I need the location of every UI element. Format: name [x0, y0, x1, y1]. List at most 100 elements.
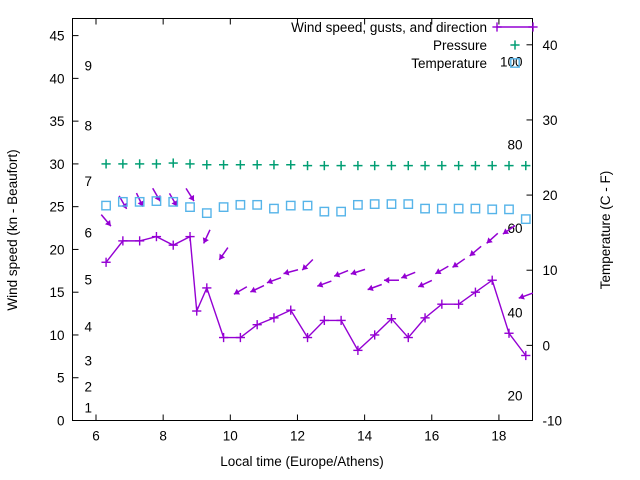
temperature-marker	[151, 196, 162, 206]
wind-direction-arrowhead	[171, 200, 178, 207]
y-axis-label: Wind speed (kn - Beaufort)	[5, 149, 20, 310]
y-tick-label: 25	[49, 200, 64, 215]
temperature-marker	[520, 214, 531, 225]
temperature-marker	[201, 208, 212, 219]
wind-direction-arrowhead	[219, 253, 226, 260]
wind-direction-arrowhead	[469, 250, 476, 256]
y-tick-label: 5	[57, 371, 65, 386]
legend-label: Pressure	[433, 38, 487, 53]
beaufort-label: 3	[85, 354, 93, 369]
y2-tick-label: 20	[543, 188, 558, 203]
fahrenheit-label: 80	[507, 138, 522, 153]
y-tick-label: 0	[57, 414, 65, 429]
temperature-marker	[319, 206, 330, 217]
wind-direction-arrowhead	[266, 277, 273, 285]
temperature-marker	[101, 200, 111, 211]
wind-direction-arrowhead	[502, 228, 510, 235]
wind-direction-arrowhead	[383, 276, 390, 284]
wind-direction-arrowhead	[233, 288, 241, 295]
series-temperature	[101, 196, 531, 225]
y2-tick-label: -10	[543, 414, 563, 429]
beaufort-label: 6	[85, 225, 93, 240]
beaufort-label: 9	[85, 59, 93, 74]
temperature-marker	[504, 204, 514, 215]
temperature-marker	[117, 196, 128, 207]
wind-direction-arrowhead	[302, 264, 309, 271]
beaufort-label: 5	[85, 272, 93, 287]
temperature-marker	[436, 203, 447, 214]
temperature-marker	[487, 204, 498, 215]
x-tick-label: 14	[357, 429, 373, 444]
series-pressure	[101, 158, 531, 171]
temperature-marker	[353, 199, 363, 210]
wind-direction-arrowhead	[188, 194, 195, 202]
y2-tick-label: 10	[543, 263, 558, 278]
fahrenheit-label: 20	[507, 389, 522, 404]
temperature-marker	[285, 200, 296, 211]
y2-tick-label: 30	[543, 113, 558, 128]
temperature-marker	[168, 196, 179, 207]
wind-direction-arrowhead	[367, 284, 374, 291]
y-tick-label: 45	[49, 29, 64, 44]
y-tick-label: 35	[49, 114, 64, 129]
y2-axis-label: Temperature (C - F)	[598, 171, 613, 290]
wind-direction-arrowhead	[250, 286, 257, 293]
wind-direction-arrowhead	[452, 261, 459, 268]
beaufort-label: 2	[85, 379, 93, 394]
beaufort-label: 7	[85, 174, 93, 189]
y-tick-label: 15	[49, 285, 64, 300]
legend-label: Wind speed, gusts, and direction	[291, 20, 487, 35]
x-axis-label: Local time (Europe/Athens)	[220, 454, 384, 469]
y-tick-label: 10	[49, 328, 64, 343]
temperature-marker	[403, 199, 414, 209]
wind-direction-arrowhead	[334, 271, 341, 278]
fahrenheit-label: 40	[507, 305, 522, 320]
temperature-marker	[510, 58, 520, 68]
temperature-marker	[470, 203, 481, 214]
temperature-marker	[134, 196, 145, 207]
temperature-marker	[386, 199, 397, 209]
temperature-marker	[302, 200, 313, 211]
wind-direction-arrowhead	[350, 269, 357, 276]
wind-direction-arrowhead	[283, 269, 290, 276]
y-tick-label: 40	[49, 71, 64, 86]
temperature-marker	[252, 199, 263, 210]
plot-frame	[72, 18, 533, 421]
wind-direction-arrowhead	[401, 272, 408, 280]
wind-direction-arrowhead	[435, 268, 442, 274]
beaufort-label: 8	[85, 118, 93, 133]
temperature-marker	[235, 199, 246, 210]
series-wind-gusts	[100, 187, 534, 300]
fahrenheit-label: 60	[507, 221, 522, 236]
beaufort-label: 4	[85, 319, 93, 334]
wind-direction-arrowhead	[317, 281, 324, 288]
y-tick-label: 20	[49, 242, 64, 257]
legend-label: Temperature	[411, 56, 487, 71]
axis-ticks-group: 6 8 10 12 14 16 18051015202530354045-100102030…	[49, 18, 563, 444]
data-series-group	[100, 158, 534, 361]
temperature-marker	[420, 203, 430, 214]
series-wind-speed	[101, 232, 531, 361]
x-tick-label: 12	[290, 429, 305, 444]
legend-group: Wind speed, gusts, and direction Pressure…	[291, 20, 538, 71]
y-tick-label: 30	[49, 157, 64, 172]
wind-direction-arrowhead	[137, 200, 144, 207]
wind-direction-arrowhead	[486, 237, 493, 244]
temperature-marker	[269, 203, 279, 214]
temperature-marker	[185, 202, 195, 213]
temperature-marker	[336, 206, 347, 217]
x-tick-label: 8	[159, 429, 167, 444]
temperature-marker	[453, 203, 464, 214]
wind-direction-arrowhead	[418, 281, 425, 288]
x-tick-label: 10	[223, 429, 238, 444]
wind-direction-arrowhead	[202, 237, 209, 244]
x-tick-label: 16	[424, 429, 439, 444]
y2-tick-label: 0	[543, 338, 551, 353]
x-tick-label: 18	[491, 429, 506, 444]
y2-tick-label: 40	[543, 38, 558, 53]
beaufort-label: 1	[85, 401, 93, 416]
